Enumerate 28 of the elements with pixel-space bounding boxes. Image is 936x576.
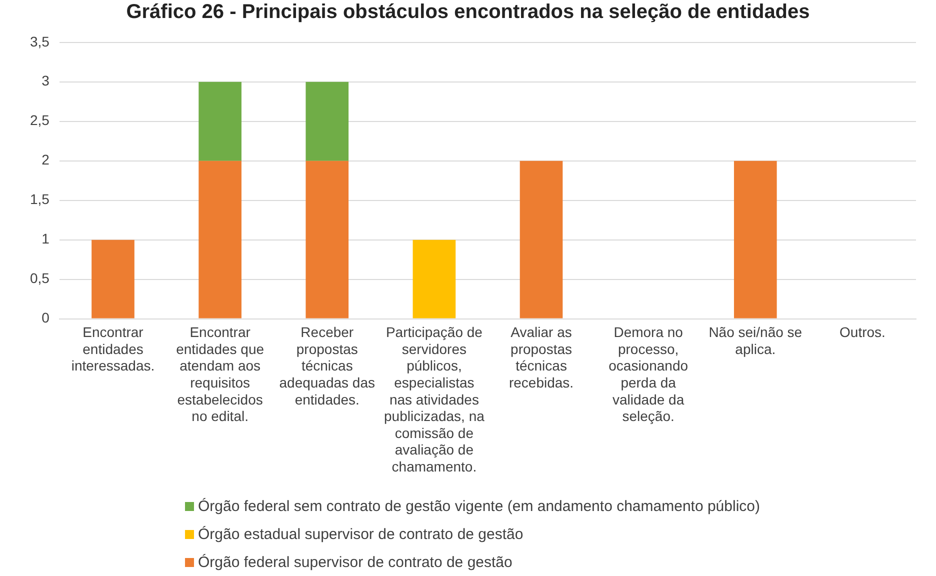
y-tick-label: 0	[42, 310, 50, 326]
y-tick-label: 2,5	[30, 112, 50, 128]
x-tick-label: Encontrar entidades que atendam aos requisitos estabelecidos no edital.	[176, 324, 264, 424]
bar	[734, 160, 777, 318]
legend-label: Órgão estadual supervisor de contrato de gestão	[198, 526, 524, 542]
category-label: Participação de servidores públicos, especialistas nas atividades publicizadas, na comissão de avaliação de chamamento.	[384, 324, 484, 474]
x-tick-label: Avaliar as propostas técnicas recebidas.	[508, 324, 574, 390]
bar	[92, 240, 134, 318]
bar	[198, 160, 242, 318]
chart-title: Gráfico 26 - Principais obstáculos encontrados na seleção de entidades	[125, 0, 811, 24]
x-tick-label: Receber propostas técnicas adequadas das entidades.	[279, 324, 376, 408]
y-tick-label: 1,5	[30, 191, 50, 208]
y-tick-label: 2	[42, 152, 50, 168]
bar	[520, 160, 563, 318]
y-tick-label: 3,5	[30, 33, 50, 50]
bar	[412, 240, 456, 318]
y-tick-label: 3	[42, 72, 50, 89]
bar	[306, 160, 349, 318]
y-tick-label: 0,5	[30, 270, 50, 286]
bar	[198, 82, 242, 161]
legend-label: Órgão federal supervisor de contrato de gestão	[198, 554, 512, 570]
x-tick-label: Outros.	[840, 324, 886, 340]
x-tick-label: Não sei/não se aplica.	[708, 324, 802, 357]
legend-label: Órgão federal sem contrato de gestão vigente (em andamento chamamento público)	[198, 498, 760, 514]
x-tick-label: Encontrar entidades interessadas.	[71, 324, 155, 374]
y-tick-label: 1	[42, 230, 50, 247]
x-tick-label: Demora no processo, ocasionando perda da validade da seleção.	[608, 324, 688, 424]
bar	[306, 82, 349, 161]
